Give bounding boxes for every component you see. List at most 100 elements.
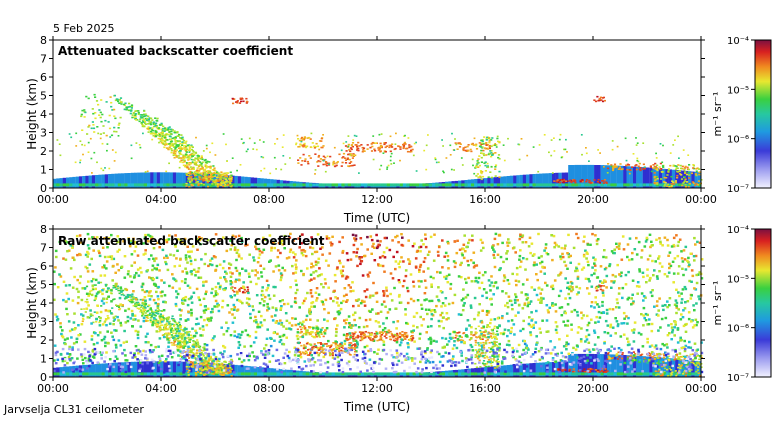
surface-layer <box>173 372 176 375</box>
backscatter-cell <box>197 172 199 174</box>
backscatter-cell <box>300 329 302 331</box>
backscatter-cell <box>109 115 111 117</box>
backscatter-cell <box>92 121 94 123</box>
backscatter-cell <box>346 150 348 152</box>
backscatter-cell <box>472 335 474 337</box>
backscatter-cell <box>170 136 172 138</box>
surface-layer <box>312 372 315 375</box>
noise-cell <box>134 250 137 252</box>
surface-layer <box>659 183 662 186</box>
backscatter-cell <box>476 367 478 369</box>
backscatter-cell <box>667 375 669 377</box>
surface-layer <box>533 372 536 375</box>
noise-cell <box>522 307 525 309</box>
surface-layer <box>591 372 594 375</box>
backscatter-cell <box>230 186 232 188</box>
backscatter-cell <box>604 179 606 181</box>
noise-cell <box>335 335 338 337</box>
backscatter-cell <box>170 331 172 333</box>
backscatter-cell <box>141 114 143 116</box>
noise-cell <box>62 257 65 259</box>
noise-cell <box>588 334 591 336</box>
surface-layer <box>102 372 105 375</box>
surface-layer <box>328 183 331 186</box>
noise-cell <box>508 242 511 244</box>
noise-cell <box>493 285 496 287</box>
noise-cell <box>506 312 509 314</box>
backscatter-cell <box>603 97 605 99</box>
backscatter-cell <box>304 145 306 147</box>
backscatter-cell <box>434 157 436 159</box>
noise-cell <box>577 291 580 293</box>
backscatter-cell <box>301 141 303 143</box>
backscatter-cell <box>179 146 181 148</box>
backscatter-cell <box>401 331 403 333</box>
noise-cell <box>54 266 57 268</box>
backscatter-cell <box>559 182 561 184</box>
noise-cell <box>473 318 476 320</box>
noise-cell <box>625 274 628 276</box>
noise-cell <box>612 274 615 276</box>
backscatter-cell <box>102 143 104 145</box>
backscatter-cell <box>385 151 387 153</box>
surface-layer <box>552 372 555 375</box>
x-tick-label: 16:00 <box>469 193 501 206</box>
y-tick-label: 7 <box>40 53 47 66</box>
noise-cell <box>530 311 533 313</box>
backscatter-cell <box>473 144 475 146</box>
noise-cell <box>554 279 557 281</box>
backscatter-cell <box>143 119 145 121</box>
noise-cell <box>585 335 588 337</box>
backscatter-cell <box>247 286 249 288</box>
surface-layer <box>406 183 409 186</box>
surface-layer <box>267 183 270 186</box>
noise-cell <box>171 273 174 275</box>
noise-cell <box>666 306 669 308</box>
surface-layer <box>474 183 477 186</box>
backscatter-cell <box>488 142 490 144</box>
noise-cell <box>618 306 621 308</box>
backscatter-cell <box>667 184 669 186</box>
backscatter-cell <box>658 369 660 371</box>
surface-layer <box>364 183 367 186</box>
backscatter-cell <box>158 138 160 140</box>
noise-cell <box>68 320 71 322</box>
backscatter-cell <box>209 171 211 173</box>
noise-cell <box>394 268 397 270</box>
backscatter-cell <box>453 149 455 151</box>
panel-2: Raw attenuated backscatter coefficient 0… <box>25 223 717 414</box>
backscatter-cell <box>485 142 487 144</box>
backscatter-cell <box>205 174 207 176</box>
backscatter-cell <box>208 362 210 364</box>
noise-cell <box>283 334 286 336</box>
surface-layer <box>610 183 613 186</box>
backscatter-cell <box>100 305 102 307</box>
surface-layer <box>539 183 542 186</box>
noise-cell <box>519 249 522 251</box>
backscatter-cell <box>390 151 392 153</box>
noise-cell <box>250 281 253 283</box>
noise-cell <box>86 255 89 257</box>
backscatter-cell <box>131 117 133 119</box>
noise-cell <box>240 257 243 259</box>
backscatter-cell <box>104 120 106 122</box>
backscatter-cell <box>688 169 690 171</box>
noise-cell <box>221 306 224 308</box>
backscatter-cell <box>684 167 686 169</box>
backscatter-cell <box>607 168 609 170</box>
backscatter-cell <box>443 172 445 174</box>
backscatter-cell <box>70 137 72 139</box>
surface-layer <box>614 183 617 186</box>
noise-cell <box>86 293 89 295</box>
backscatter-cell <box>593 99 595 101</box>
backscatter-cell <box>610 164 612 166</box>
noise-cell <box>680 313 683 315</box>
backscatter-cell <box>210 166 212 168</box>
backscatter-cell <box>166 336 168 338</box>
backscatter-cell <box>390 160 392 162</box>
noise-cell <box>66 250 69 252</box>
backscatter-cell <box>86 133 88 135</box>
backscatter-cell <box>132 114 134 116</box>
backscatter-cell <box>379 339 381 341</box>
backscatter-cell <box>201 165 203 167</box>
